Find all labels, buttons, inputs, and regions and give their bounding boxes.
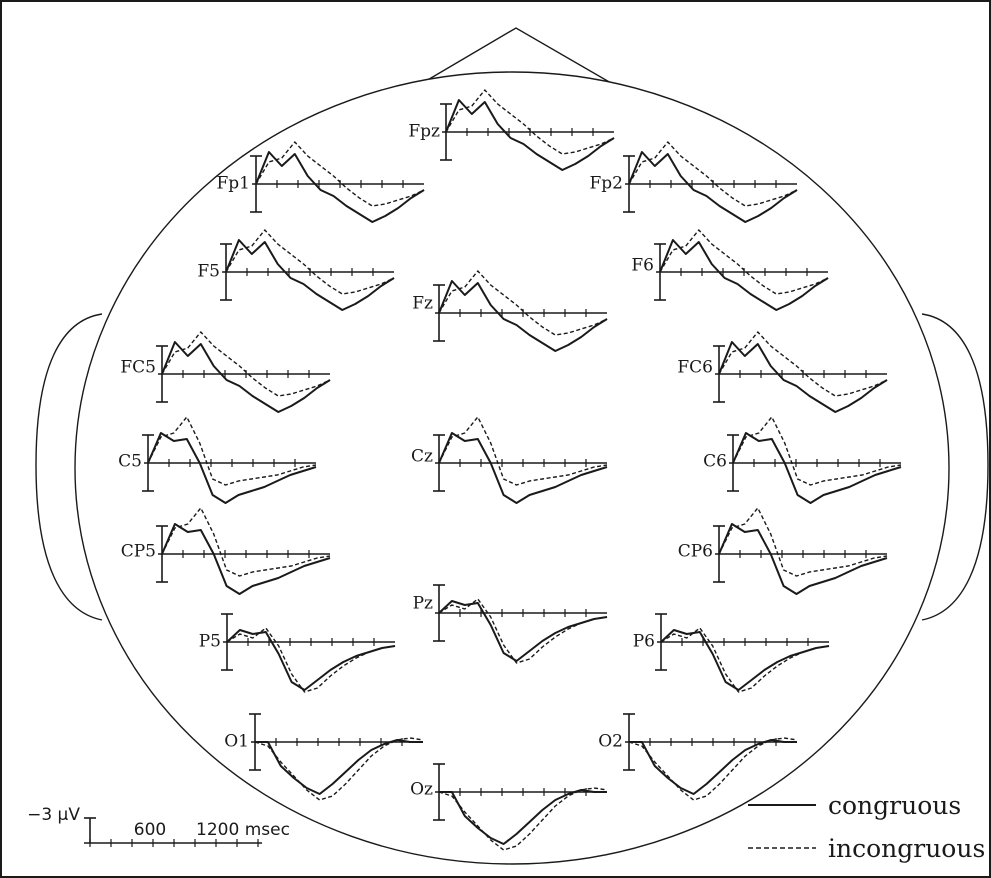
congruous-waveform: [161, 341, 331, 413]
electrode-label: Fp1: [217, 174, 251, 194]
left-ear-outline: [35, 313, 103, 621]
electrode-fc6: FC6: [677, 331, 888, 413]
incongruous-waveform: [161, 331, 331, 397]
electrode-label: Fpz: [408, 122, 440, 142]
electrode-fp1: Fp1: [217, 141, 425, 223]
nose-outline: [396, 27, 638, 99]
electrode-label: O1: [224, 732, 249, 752]
electrode-c5: C5: [118, 416, 317, 504]
electrode-label: Pz: [413, 594, 433, 614]
electrode-f6: F6: [631, 229, 829, 311]
head-outline: [35, 27, 989, 865]
electrode-label: FC5: [120, 358, 156, 378]
congruous-waveform: [732, 432, 902, 504]
congruous-waveform: [660, 629, 830, 691]
congruous-waveform: [718, 341, 888, 413]
incongruous-waveform: [225, 229, 395, 295]
incongruous-waveform: [659, 229, 829, 295]
incongruous-waveform: [732, 416, 902, 486]
incongruous-waveform: [660, 627, 830, 693]
electrode-plots: Fpz Fp1 Fp2 F5 Fz F6 FC5 FC6 C5 Cz C6 CP…: [118, 89, 902, 851]
congruous-waveform: [226, 629, 396, 691]
congruous-waveform: [439, 789, 607, 845]
incongruous-waveform: [628, 141, 798, 207]
electrode-label: Oz: [410, 780, 433, 800]
congruous-waveform: [255, 151, 425, 223]
incongruous-waveform: [226, 627, 396, 693]
incongruous-waveform: [628, 737, 798, 801]
electrode-label: CP5: [121, 542, 156, 562]
electrode-fpz: Fpz: [408, 89, 615, 171]
electrode-p5: P5: [199, 613, 396, 693]
legend-congruous-label: congruous: [828, 791, 961, 820]
incongruous-waveform: [438, 787, 608, 851]
electrode-label: F6: [631, 256, 654, 276]
electrode-label: P6: [633, 632, 655, 652]
electrode-fz: Fz: [412, 270, 608, 352]
congruous-waveform: [445, 99, 615, 171]
congruous-waveform: [718, 523, 888, 595]
incongruous-waveform: [718, 331, 888, 397]
electrode-label: O2: [598, 732, 623, 752]
incongruous-waveform: [718, 507, 888, 577]
electrode-cp5: CP5: [121, 507, 331, 595]
congruous-waveform: [629, 739, 797, 795]
electrode-label: CP6: [678, 542, 713, 562]
electrode-p6: P6: [633, 613, 830, 693]
right-ear-outline: [921, 313, 989, 621]
electrode-label: P5: [199, 632, 221, 652]
legend-incongruous-label: incongruous: [828, 834, 985, 863]
electrode-label: Fp2: [590, 174, 624, 194]
electrode-label: Fz: [412, 294, 433, 314]
congruous-waveform: [225, 239, 395, 311]
incongruous-waveform: [438, 416, 608, 486]
scale-ticks: [89, 839, 259, 847]
electrode-label: FC6: [677, 358, 713, 378]
incongruous-waveform: [147, 416, 317, 486]
electrode-cp6: CP6: [678, 507, 888, 595]
congruous-waveform: [438, 280, 608, 352]
electrode-o2: O2: [598, 713, 798, 801]
electrode-label: C5: [118, 452, 142, 472]
electrode-fc5: FC5: [120, 331, 331, 413]
congruous-waveform: [438, 600, 608, 662]
electrode-fp2: Fp2: [590, 141, 798, 223]
congruous-waveform: [161, 523, 331, 595]
incongruous-waveform: [438, 270, 608, 336]
electrode-c6: C6: [703, 416, 902, 504]
scale-time-label-600: 600: [134, 820, 166, 840]
incongruous-waveform: [254, 737, 424, 801]
electrode-pz: Pz: [413, 584, 608, 664]
electrode-label: C6: [703, 452, 727, 472]
incongruous-waveform: [255, 141, 425, 207]
incongruous-waveform: [438, 598, 608, 664]
electrode-label: F5: [197, 262, 220, 282]
electrode-oz: Oz: [410, 763, 608, 851]
incongruous-waveform: [445, 89, 615, 155]
congruous-waveform: [438, 432, 608, 504]
congruous-waveform: [255, 739, 423, 795]
scale-amplitude-label: −3 µV: [27, 805, 80, 825]
congruous-waveform: [659, 239, 829, 311]
head-circle: [74, 71, 950, 865]
scale-bar: [84, 817, 262, 847]
electrode-f5: F5: [197, 229, 395, 311]
scale-time-label-1200: 1200 msec: [196, 820, 290, 840]
electrode-label: Cz: [411, 447, 433, 467]
electrode-cz: Cz: [411, 416, 608, 504]
congruous-waveform: [147, 432, 317, 504]
congruous-waveform: [628, 151, 798, 223]
incongruous-waveform: [161, 507, 331, 577]
legend: congruous incongruous: [748, 791, 985, 863]
electrode-o1: O1: [224, 713, 424, 801]
